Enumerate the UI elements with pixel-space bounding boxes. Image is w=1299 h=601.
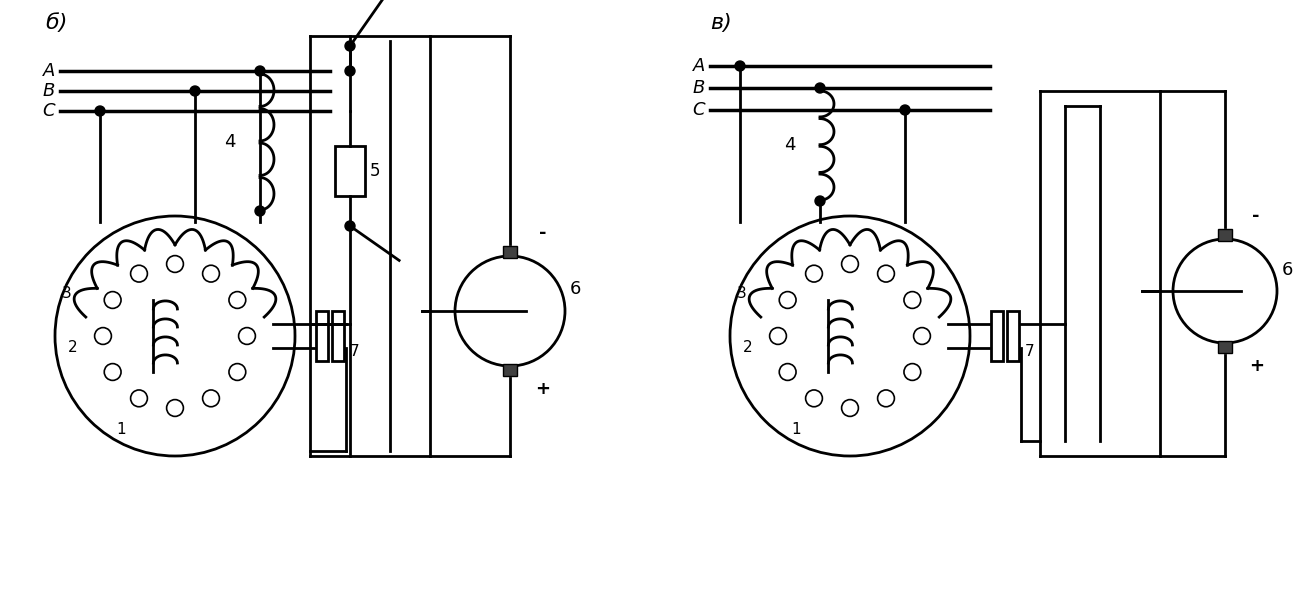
Bar xyxy=(503,364,517,376)
Circle shape xyxy=(900,105,911,115)
Text: 1: 1 xyxy=(791,422,800,437)
Text: -: - xyxy=(539,224,547,242)
Text: 2: 2 xyxy=(743,341,753,356)
Circle shape xyxy=(95,106,105,116)
Text: 5: 5 xyxy=(370,162,381,180)
Text: 6: 6 xyxy=(1282,261,1294,279)
Bar xyxy=(503,246,517,258)
Text: 3: 3 xyxy=(62,287,71,302)
Circle shape xyxy=(255,66,265,76)
Text: B: B xyxy=(692,79,705,97)
Bar xyxy=(316,311,329,361)
Text: 7: 7 xyxy=(349,344,360,359)
Circle shape xyxy=(346,41,355,51)
Text: A: A xyxy=(692,57,705,75)
Text: 2: 2 xyxy=(68,341,78,356)
Text: C: C xyxy=(43,102,55,120)
Circle shape xyxy=(190,86,200,96)
Bar xyxy=(1218,229,1231,241)
Bar xyxy=(333,311,344,361)
Text: б): б) xyxy=(45,13,68,33)
Circle shape xyxy=(346,66,355,76)
Circle shape xyxy=(735,61,746,71)
Bar xyxy=(1007,311,1018,361)
Text: 4: 4 xyxy=(785,136,796,154)
Text: 6: 6 xyxy=(570,280,582,298)
Circle shape xyxy=(814,83,825,93)
Bar xyxy=(1218,341,1231,353)
Bar xyxy=(991,311,1003,361)
Circle shape xyxy=(346,221,355,231)
Text: -: - xyxy=(1252,207,1260,225)
Circle shape xyxy=(255,206,265,216)
Text: 1: 1 xyxy=(116,422,126,437)
Text: C: C xyxy=(692,101,705,119)
Text: 7: 7 xyxy=(1025,344,1034,359)
Text: в): в) xyxy=(711,13,731,33)
Text: +: + xyxy=(535,380,551,398)
Text: 4: 4 xyxy=(225,133,235,151)
Bar xyxy=(335,146,365,196)
Text: A: A xyxy=(43,62,55,80)
Text: +: + xyxy=(1248,357,1264,375)
Circle shape xyxy=(814,196,825,206)
Text: B: B xyxy=(43,82,55,100)
Text: 3: 3 xyxy=(737,287,747,302)
